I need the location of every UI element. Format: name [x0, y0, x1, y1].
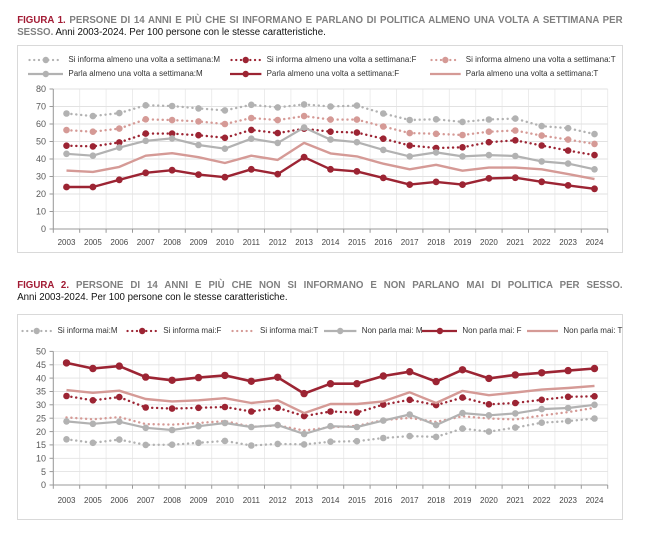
svg-text:2007: 2007: [137, 496, 155, 505]
svg-text:2011: 2011: [243, 496, 261, 505]
svg-text:35: 35: [36, 387, 46, 397]
svg-text:2005: 2005: [84, 238, 102, 247]
svg-text:30: 30: [36, 172, 46, 182]
svg-text:2007: 2007: [137, 238, 155, 247]
svg-text:2009: 2009: [190, 496, 208, 505]
svg-text:40: 40: [36, 373, 46, 383]
svg-text:45: 45: [36, 360, 46, 370]
svg-text:15: 15: [36, 440, 46, 450]
svg-text:80: 80: [36, 84, 46, 94]
svg-text:2008: 2008: [163, 238, 181, 247]
svg-text:2015: 2015: [348, 238, 366, 247]
svg-text:2011: 2011: [243, 238, 261, 247]
svg-text:10: 10: [36, 207, 46, 217]
svg-text:5: 5: [41, 467, 46, 477]
svg-text:2014: 2014: [322, 496, 340, 505]
svg-text:2023: 2023: [559, 496, 577, 505]
svg-text:2017: 2017: [401, 496, 419, 505]
svg-text:2006: 2006: [110, 496, 128, 505]
svg-text:2022: 2022: [533, 238, 551, 247]
svg-text:40: 40: [36, 154, 46, 164]
svg-text:2012: 2012: [269, 238, 287, 247]
svg-text:2020: 2020: [480, 238, 498, 247]
svg-text:2023: 2023: [559, 238, 577, 247]
svg-text:0: 0: [41, 224, 46, 234]
svg-text:2021: 2021: [506, 496, 524, 505]
svg-text:2005: 2005: [84, 496, 102, 505]
svg-text:50: 50: [36, 347, 46, 357]
svg-text:60: 60: [36, 119, 46, 129]
svg-text:2009: 2009: [190, 238, 208, 247]
svg-text:2024: 2024: [586, 496, 604, 505]
svg-text:2013: 2013: [295, 496, 313, 505]
svg-text:25: 25: [36, 413, 46, 423]
svg-text:2003: 2003: [58, 238, 76, 247]
svg-text:2019: 2019: [454, 238, 472, 247]
svg-text:2010: 2010: [216, 238, 234, 247]
svg-text:2015: 2015: [348, 496, 366, 505]
svg-text:2017: 2017: [401, 238, 419, 247]
svg-text:70: 70: [36, 102, 46, 112]
svg-text:20: 20: [36, 427, 46, 437]
svg-text:2008: 2008: [163, 496, 181, 505]
svg-text:30: 30: [36, 400, 46, 410]
svg-text:2019: 2019: [454, 496, 472, 505]
svg-text:2021: 2021: [506, 238, 524, 247]
svg-text:2016: 2016: [374, 496, 392, 505]
svg-text:2024: 2024: [586, 238, 604, 247]
svg-text:2020: 2020: [480, 496, 498, 505]
svg-text:2010: 2010: [216, 496, 234, 505]
svg-text:2022: 2022: [533, 496, 551, 505]
svg-text:10: 10: [36, 454, 46, 464]
svg-text:2018: 2018: [427, 238, 445, 247]
svg-text:2013: 2013: [295, 238, 313, 247]
svg-text:50: 50: [36, 137, 46, 147]
svg-text:20: 20: [36, 189, 46, 199]
svg-text:0: 0: [41, 480, 46, 490]
svg-text:2012: 2012: [269, 496, 287, 505]
svg-text:2006: 2006: [110, 238, 128, 247]
svg-text:2014: 2014: [322, 238, 340, 247]
svg-text:2018: 2018: [427, 496, 445, 505]
svg-text:2003: 2003: [58, 496, 76, 505]
svg-text:2016: 2016: [374, 238, 392, 247]
